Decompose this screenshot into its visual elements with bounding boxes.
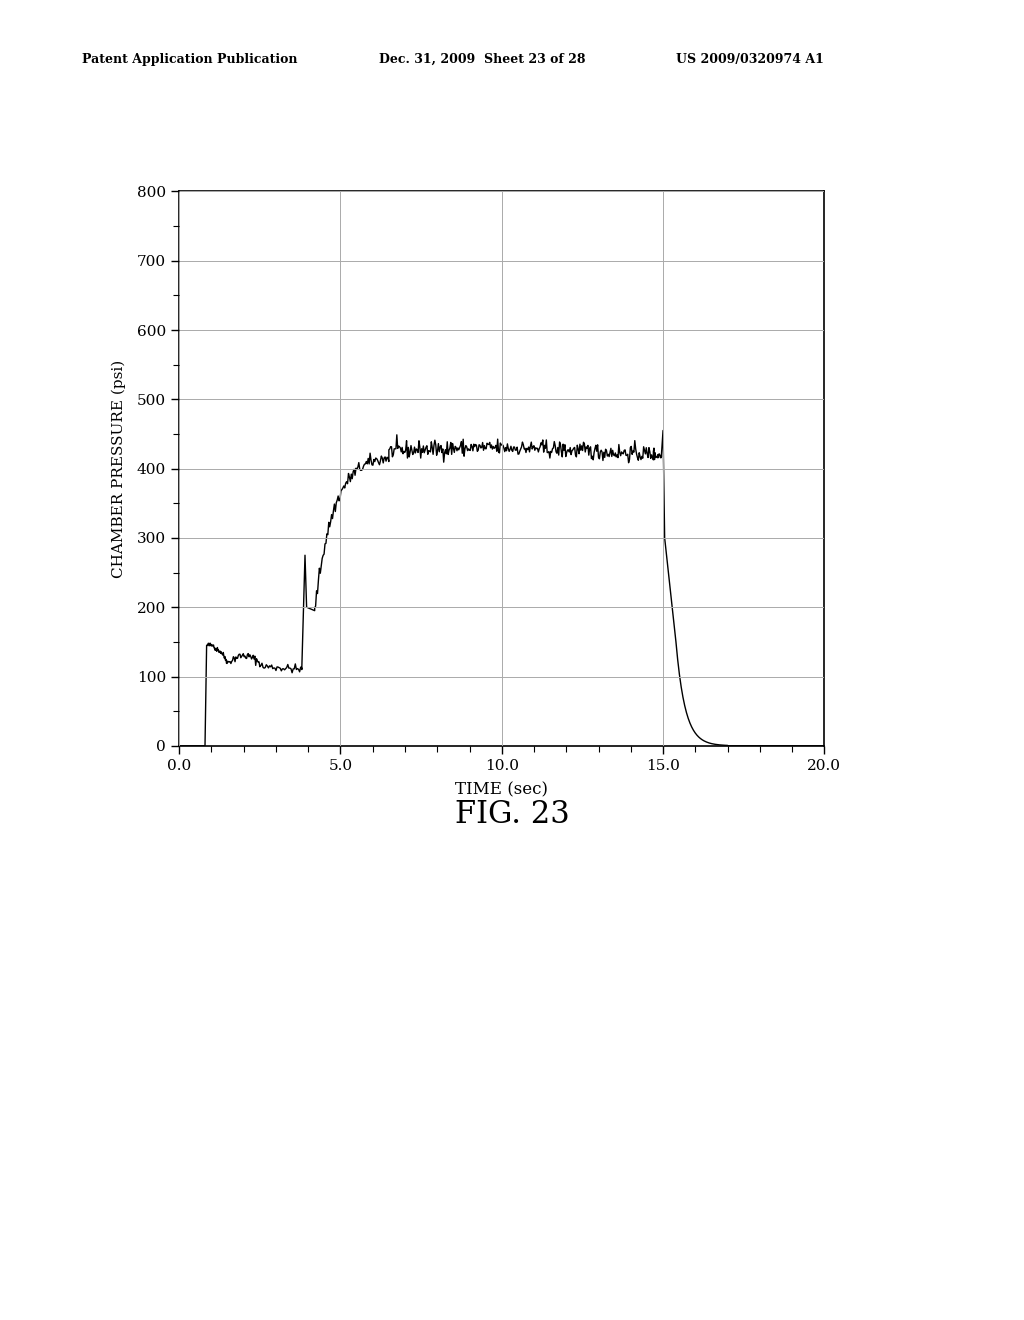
Y-axis label: CHAMBER PRESSURE (psi): CHAMBER PRESSURE (psi)	[112, 359, 126, 578]
X-axis label: TIME (sec): TIME (sec)	[456, 781, 548, 799]
Text: US 2009/0320974 A1: US 2009/0320974 A1	[676, 53, 823, 66]
Text: FIG. 23: FIG. 23	[455, 799, 569, 829]
Text: Patent Application Publication: Patent Application Publication	[82, 53, 297, 66]
Text: Dec. 31, 2009  Sheet 23 of 28: Dec. 31, 2009 Sheet 23 of 28	[379, 53, 586, 66]
